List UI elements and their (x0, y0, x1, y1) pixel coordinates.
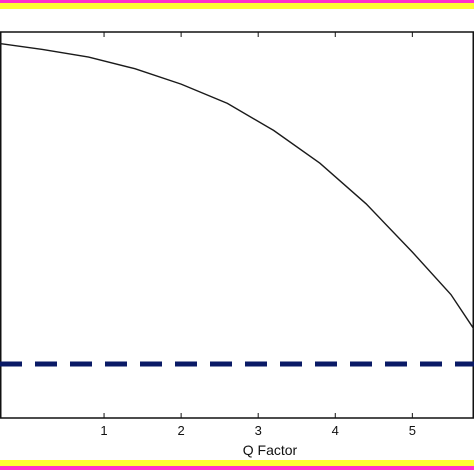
x-axis-title: Q Factor (243, 442, 298, 458)
bottom-yellow-stripe (0, 460, 474, 466)
x-tick-label: 2 (178, 423, 185, 438)
axes-frame (0, 31, 474, 419)
x-axis-ticks: 1 2 3 4 5 (100, 32, 416, 438)
x-tick-label: 3 (255, 423, 262, 438)
top-magenta-stripe (0, 0, 474, 3)
x-tick-label: 1 (100, 423, 107, 438)
x-tick-label: 4 (332, 423, 339, 438)
bottom-frame-border (0, 460, 474, 474)
x-tick-label: 5 (409, 423, 416, 438)
bottom-magenta-stripe (0, 466, 474, 470)
top-yellow-stripe (0, 3, 474, 9)
top-frame-border (0, 0, 474, 16)
series-curve-line (0, 42, 474, 330)
plot-area (0, 31, 474, 419)
